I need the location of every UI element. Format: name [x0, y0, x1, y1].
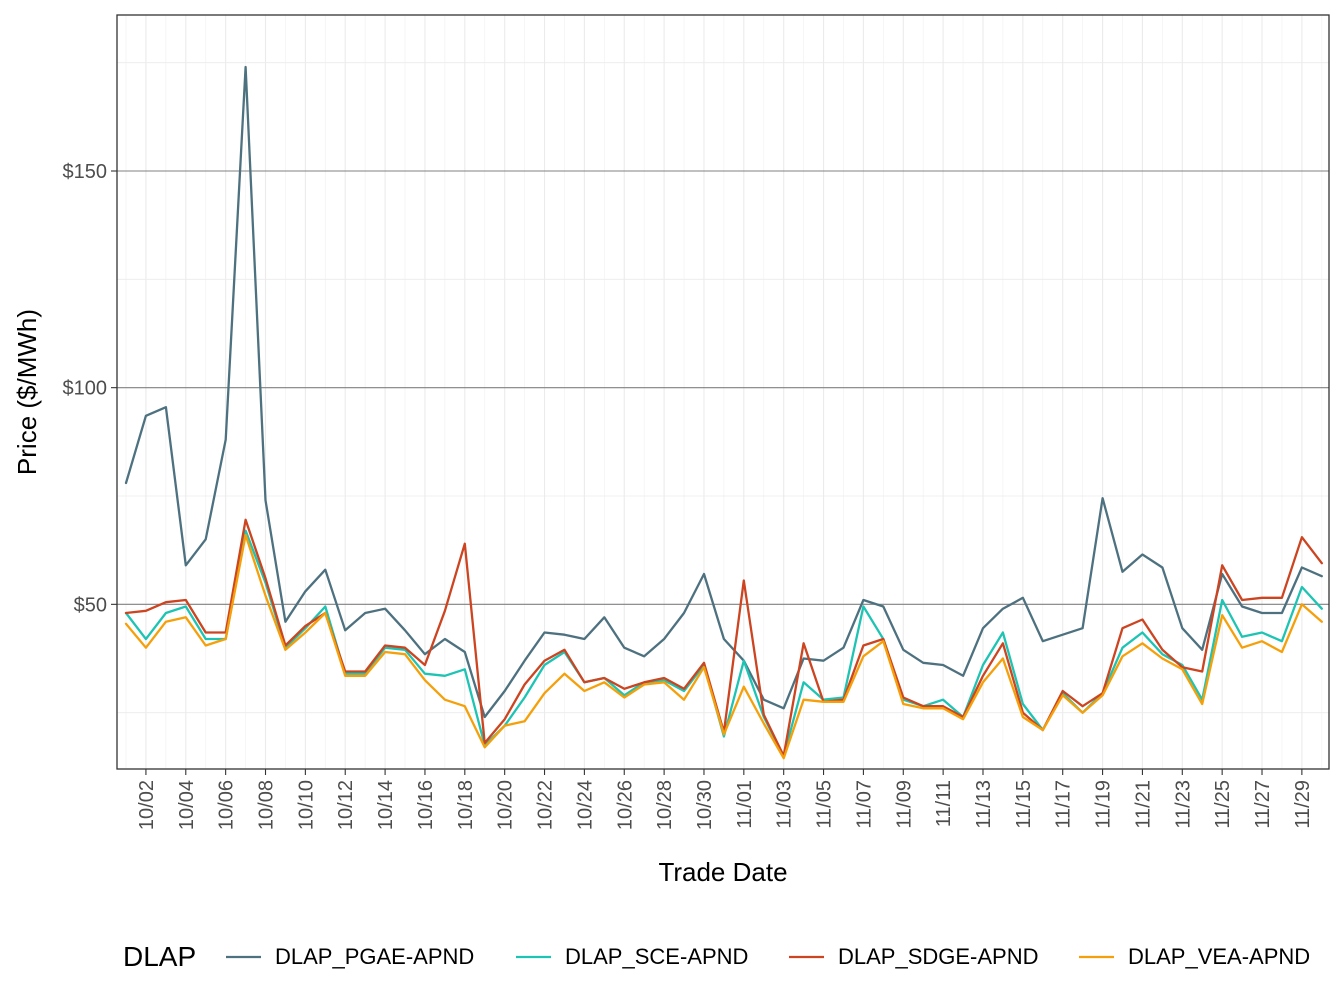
x-tick-label: 10/02	[136, 780, 158, 830]
x-tick-label: 10/18	[455, 780, 477, 830]
x-tick-label: 10/08	[256, 780, 278, 830]
x-tick-label: 10/16	[415, 780, 437, 830]
x-tick-label: 11/19	[1093, 780, 1115, 829]
x-tick-label: 11/03	[774, 780, 796, 829]
series-line-dlap_sce-apnd	[124, 529, 1323, 758]
x-tick-label: 11/17	[1053, 780, 1075, 829]
x-tick-label: 10/10	[295, 780, 317, 830]
y-tick-label: $50	[74, 594, 107, 616]
x-tick-label: 11/15	[1013, 780, 1035, 829]
x-tick-label: 11/29	[1292, 780, 1314, 829]
x-tick-label: 11/09	[893, 780, 915, 829]
x-tick-label: 11/13	[973, 780, 995, 829]
legend-title: DLAP	[123, 941, 196, 972]
plot-border	[116, 14, 1330, 770]
x-tick-label: 11/21	[1132, 780, 1154, 829]
series-line-dlap_vea-apnd	[124, 533, 1323, 760]
y-tick-label: $100	[63, 378, 108, 400]
x-tick-label: 10/06	[216, 780, 238, 830]
x-tick-label: 11/07	[853, 780, 875, 829]
series-line-dlap_pgae-apnd	[124, 65, 1323, 719]
plot-panel	[117, 15, 1329, 769]
x-axis: 10/02 10/04 10/06 10/08 10/10 10/12 10/14 10/16…	[136, 769, 1314, 830]
x-tick-label: 10/30	[694, 780, 716, 830]
legend: DLAP DLAP_PGAE-APND DLAP_SCE-APND DLAP_SDG…	[123, 941, 1310, 972]
x-tick-label: 10/22	[535, 780, 557, 830]
series-lines	[124, 65, 1323, 760]
x-tick-label: 11/27	[1252, 780, 1274, 829]
x-tick-label: 10/26	[614, 780, 636, 830]
x-tick-label: 10/04	[176, 780, 198, 830]
y-axis: $50 $100 $150	[63, 161, 117, 616]
legend-label: DLAP_SCE-APND	[565, 944, 748, 969]
x-tick-label: 10/24	[574, 780, 596, 830]
x-tick-label: 11/25	[1212, 780, 1234, 829]
y-axis-title: Price ($/MWh)	[12, 309, 42, 475]
x-tick-label: 10/12	[335, 780, 357, 830]
legend-label: DLAP_VEA-APND	[1128, 944, 1310, 969]
grid-major	[117, 15, 1329, 769]
x-tick-label: 10/14	[375, 780, 397, 830]
x-tick-label: 11/01	[734, 780, 756, 829]
y-tick-label: $150	[63, 161, 108, 183]
x-tick-label: 11/05	[814, 780, 836, 829]
legend-label: DLAP_SDGE-APND	[838, 944, 1039, 969]
x-axis-title: Trade Date	[658, 857, 787, 887]
x-tick-label: 11/11	[933, 780, 955, 827]
x-tick-label: 11/23	[1172, 780, 1194, 829]
x-tick-label: 10/20	[495, 780, 517, 830]
legend-label: DLAP_PGAE-APND	[275, 944, 474, 969]
x-tick-label: 10/28	[654, 780, 676, 830]
